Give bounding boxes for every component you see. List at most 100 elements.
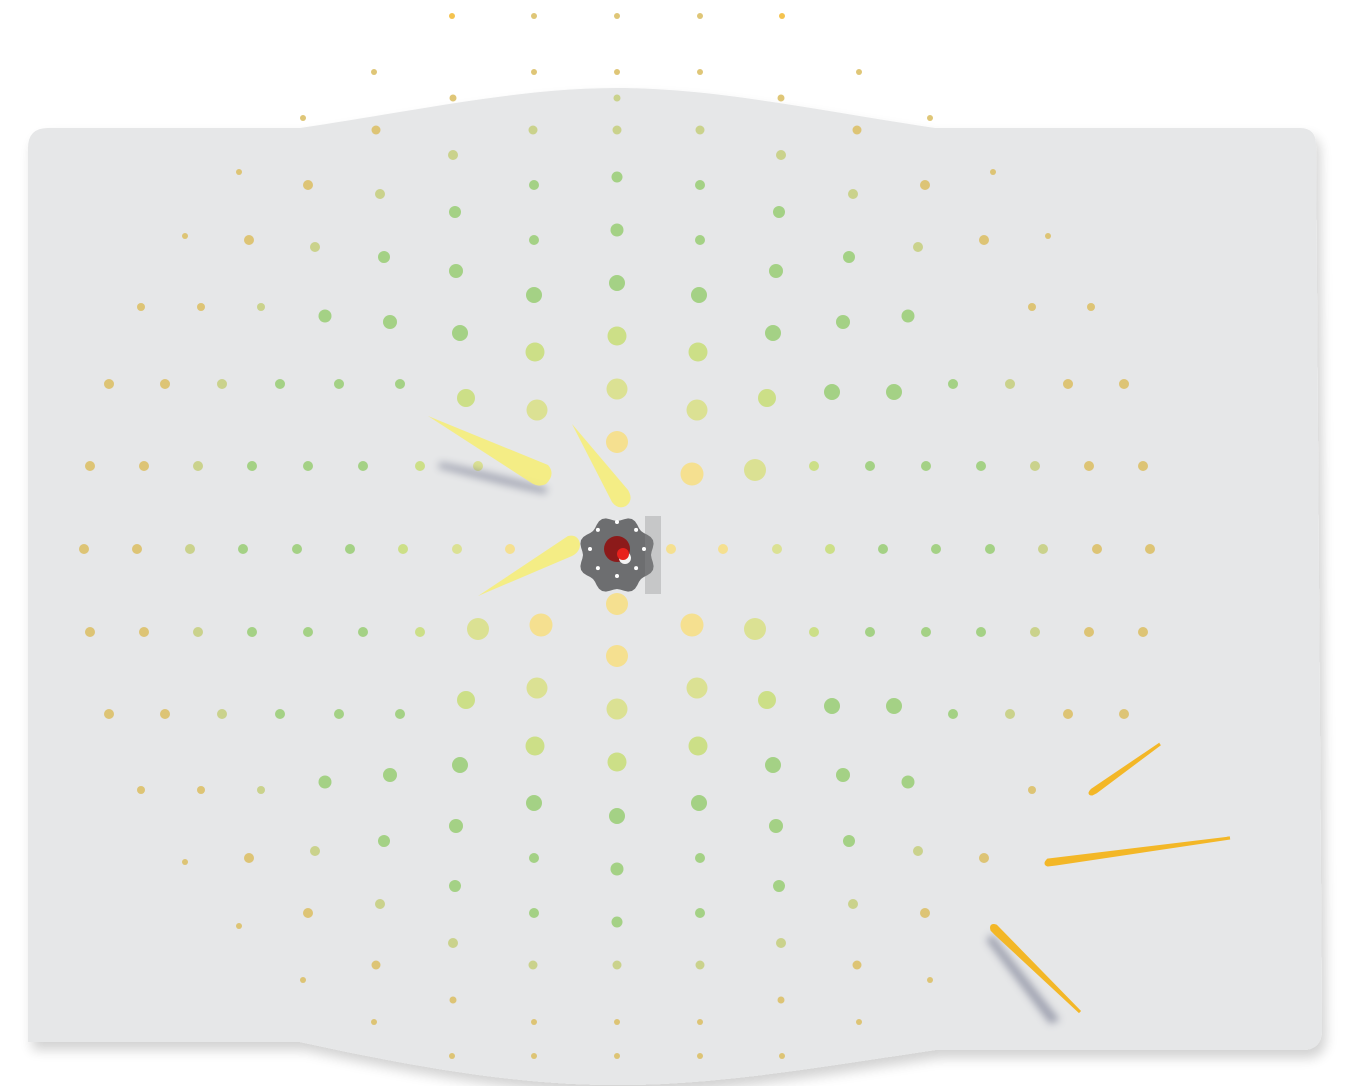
grid-dot [843,835,855,847]
grid-dot [137,303,145,311]
grid-dot [275,709,285,719]
grid-dot [765,757,781,773]
grid-dot [836,315,850,329]
grid-dot [606,378,628,400]
grid-dot [865,461,875,471]
grid-dot [292,544,302,554]
grid-dot [976,627,986,637]
grid-dot [303,180,313,190]
grid-dot [695,960,705,970]
grid-dot [607,326,627,346]
grid-dot [449,819,463,833]
grid-dot [776,150,786,160]
grid-dot [976,461,986,471]
grid-dot [852,960,862,970]
grid-dot [901,309,915,323]
effects-layer [428,416,1231,1024]
grid-dot [901,775,915,789]
grid-dot [773,880,785,892]
grid-dot [526,287,542,303]
grid-dot [697,69,703,75]
grid-dot [921,461,931,471]
grid-dot [1119,709,1129,719]
grid-dot [238,544,248,554]
grid-dot [452,325,468,341]
grid-dot [611,171,623,183]
grid-dot [79,544,89,554]
grid-dot [809,461,819,471]
grid-dot [744,459,766,481]
grid-dot [217,709,227,719]
player-peg [634,566,639,571]
grid-dot [257,303,265,311]
grid-dot [395,709,405,719]
grid-dot [697,1019,703,1025]
grid-dot [920,908,930,918]
grid-dot [979,853,989,863]
grid-dot [1028,303,1036,311]
grid-dot [1138,461,1148,471]
grid-dot [160,709,170,719]
grid-dot [85,627,95,637]
grid-dot [310,242,320,252]
grid-dot [1063,709,1073,719]
player-peg [595,527,600,532]
grid-dot [852,125,862,135]
grid-dot [776,938,786,948]
grid-dot [886,384,902,400]
grid-dot [773,206,785,218]
grid-dot [415,461,425,471]
grid-dot [606,698,628,720]
grid-dot [182,859,188,865]
grid-dot [257,786,265,794]
grid-dot [913,846,923,856]
grid-dot [686,677,708,699]
grid-dot [697,1053,703,1059]
grid-dot [185,544,195,554]
grid-dot [236,169,242,175]
grid-dot [695,180,705,190]
grid-dot [1028,786,1036,794]
grid-dot [398,544,408,554]
grid-dot [836,768,850,782]
game-board [28,88,1322,1085]
grid-dot [920,180,930,190]
grid-dot [375,899,385,909]
grid-dot [606,593,628,615]
grid-dot [137,786,145,794]
grid-dot [193,627,203,637]
grid-dot [449,94,457,102]
grid-dot [197,303,205,311]
grid-dot [1038,544,1048,554]
grid-dot [334,709,344,719]
grid-dot [300,977,306,983]
grid-dot [927,115,933,121]
grid-dot [765,325,781,341]
grid-dot [688,342,708,362]
grid-dot [948,709,958,719]
grid-dot [865,627,875,637]
player-peg [642,547,646,551]
grid-dot [609,808,625,824]
grid-dot [303,627,313,637]
grid-dot [1063,379,1073,389]
grid-dot [990,169,996,175]
grid-dot [452,544,462,554]
grid-dot [457,389,475,407]
player-gear-icon[interactable] [580,516,661,594]
grid-dot [688,736,708,756]
grid-dot [318,775,332,789]
projectile [1088,742,1161,796]
energy-beam [572,424,631,508]
grid-dot [104,709,114,719]
grid-dot [529,235,539,245]
grid-dot [758,389,776,407]
grid-dot [300,115,306,121]
grid-dot [247,461,257,471]
grid-dot [680,613,704,637]
grid-dot [448,150,458,160]
grid-dot [528,125,538,135]
grid-dot [236,923,242,929]
